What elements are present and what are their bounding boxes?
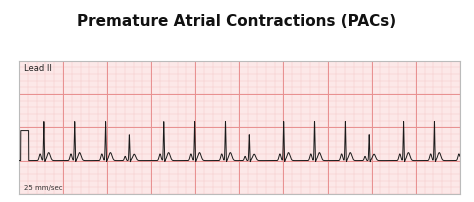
Text: Premature Atrial Contractions (PACs): Premature Atrial Contractions (PACs) [77,14,397,29]
Text: Lead II: Lead II [24,64,52,73]
Text: 25 mm/sec: 25 mm/sec [24,185,63,191]
